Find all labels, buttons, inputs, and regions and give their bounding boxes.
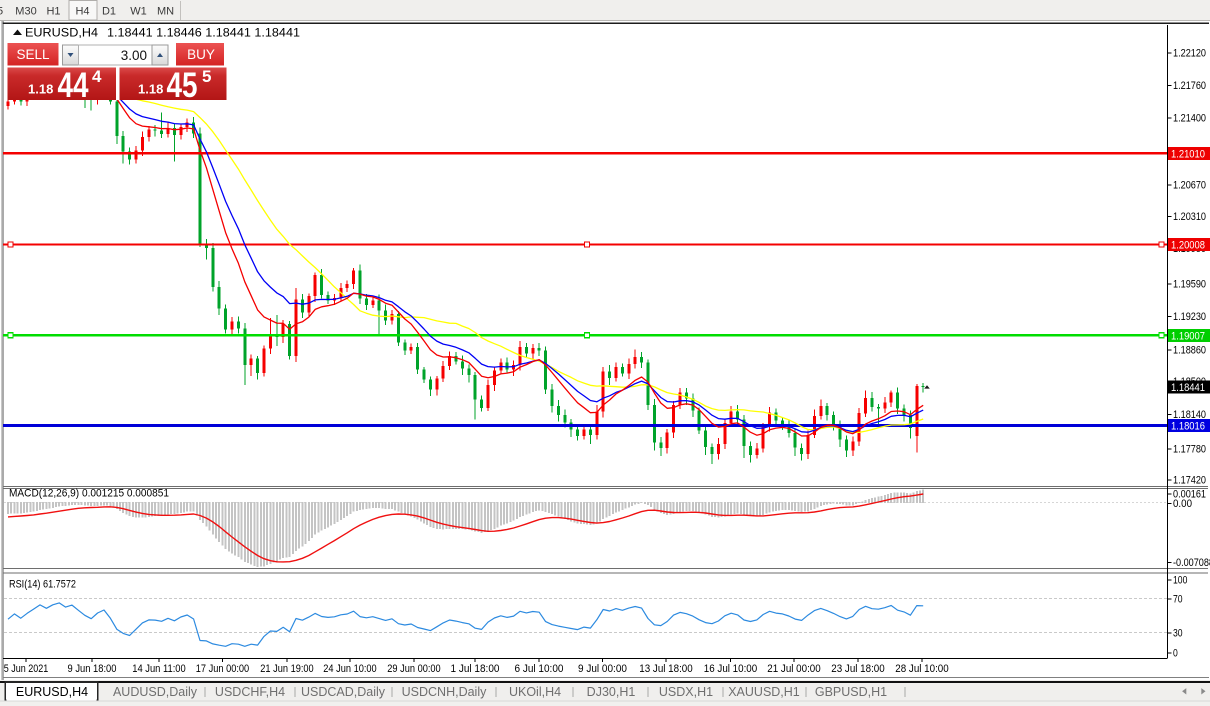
svg-text:30: 30 (1173, 628, 1183, 640)
svg-text:GBPUSD,H1: GBPUSD,H1 (815, 685, 887, 699)
svg-text:9 Jun 18:00: 9 Jun 18:00 (68, 663, 117, 675)
svg-text:D1: D1 (102, 6, 116, 18)
svg-text:9 Jul 00:00: 9 Jul 00:00 (578, 663, 627, 675)
svg-text:17 Jun 00:00: 17 Jun 00:00 (196, 663, 249, 675)
svg-text:-0.007088: -0.007088 (1173, 557, 1210, 569)
svg-text:1.17780: 1.17780 (1173, 443, 1206, 455)
svg-text:5: 5 (202, 67, 211, 86)
svg-text:13 Jul 18:00: 13 Jul 18:00 (639, 663, 692, 675)
svg-text:1.18860: 1.18860 (1173, 345, 1206, 357)
svg-text:USDX,H1: USDX,H1 (659, 685, 713, 699)
svg-text:1.18: 1.18 (138, 82, 163, 97)
svg-text:MN: MN (157, 6, 174, 18)
svg-text:70: 70 (1173, 594, 1183, 606)
svg-text:1 Jul 18:00: 1 Jul 18:00 (451, 663, 500, 675)
svg-text:H4: H4 (75, 6, 89, 18)
svg-text:21 Jul 00:00: 21 Jul 00:00 (767, 663, 820, 675)
svg-text:28 Jul 10:00: 28 Jul 10:00 (895, 663, 948, 675)
svg-text:1.17420: 1.17420 (1173, 475, 1206, 487)
svg-text:SELL: SELL (16, 47, 50, 62)
svg-text:23 Jul 18:00: 23 Jul 18:00 (831, 663, 884, 675)
svg-text:1.21400: 1.21400 (1173, 112, 1206, 124)
svg-text:1.20670: 1.20670 (1173, 179, 1206, 191)
svg-text:1.19007: 1.19007 (1171, 330, 1205, 342)
svg-text:0.00: 0.00 (1173, 498, 1192, 510)
svg-text:RSI(14) 61.7572: RSI(14) 61.7572 (9, 579, 76, 591)
svg-text:EURUSD,H4: EURUSD,H4 (16, 685, 88, 699)
svg-text:W1: W1 (130, 6, 147, 18)
svg-text:1.20008: 1.20008 (1171, 239, 1205, 251)
svg-text:1.18140: 1.18140 (1173, 409, 1206, 421)
svg-text:15: 15 (0, 6, 3, 18)
svg-text:1.18441: 1.18441 (1171, 382, 1205, 394)
svg-text:21 Jun 19:00: 21 Jun 19:00 (260, 663, 313, 675)
svg-text:USDCHF,H4: USDCHF,H4 (215, 685, 285, 699)
svg-text:4: 4 (92, 67, 102, 86)
svg-text:44: 44 (58, 66, 89, 105)
svg-text:BUY: BUY (187, 47, 215, 62)
svg-text:MACD(12,26,9) 0.001215 0.00085: MACD(12,26,9) 0.001215 0.000851 (9, 488, 169, 500)
svg-text:M30: M30 (15, 6, 36, 18)
svg-text:UKOil,H4: UKOil,H4 (509, 685, 561, 699)
svg-text:EURUSD,H4: EURUSD,H4 (25, 26, 98, 40)
svg-text:1.21760: 1.21760 (1173, 80, 1206, 92)
svg-text:45: 45 (167, 66, 198, 105)
svg-text:DJ30,H1: DJ30,H1 (587, 685, 636, 699)
svg-text:16 Jul 10:00: 16 Jul 10:00 (704, 663, 757, 675)
svg-text:14 Jun 11:00: 14 Jun 11:00 (132, 663, 185, 675)
svg-text:0: 0 (1173, 647, 1178, 659)
svg-text:1.18: 1.18 (28, 82, 53, 97)
svg-text:1.19230: 1.19230 (1173, 311, 1206, 323)
svg-text:XAUUSD,H1: XAUUSD,H1 (728, 685, 800, 699)
svg-text:1.21010: 1.21010 (1171, 148, 1205, 160)
svg-text:AUDUSD,Daily: AUDUSD,Daily (113, 685, 198, 699)
svg-text:5 Jun 2021: 5 Jun 2021 (4, 663, 49, 675)
svg-text:1.20310: 1.20310 (1173, 211, 1206, 223)
svg-text:USDCNH,Daily: USDCNH,Daily (402, 685, 487, 699)
svg-text:29 Jun 00:00: 29 Jun 00:00 (387, 663, 440, 675)
svg-text:6 Jul 10:00: 6 Jul 10:00 (515, 663, 564, 675)
svg-text:3.00: 3.00 (121, 48, 147, 63)
svg-text:100: 100 (1173, 574, 1187, 586)
svg-text:1.18441 1.18446 1.18441 1.1844: 1.18441 1.18446 1.18441 1.18441 (107, 28, 300, 40)
svg-text:24 Jun 10:00: 24 Jun 10:00 (323, 663, 376, 675)
svg-text:1.18016: 1.18016 (1171, 420, 1205, 432)
svg-text:1.22120: 1.22120 (1173, 47, 1206, 59)
svg-text:USDCAD,Daily: USDCAD,Daily (301, 685, 386, 699)
svg-text:1.19590: 1.19590 (1173, 278, 1206, 290)
svg-text:0.00161: 0.00161 (1173, 488, 1206, 500)
svg-text:H1: H1 (46, 6, 60, 18)
